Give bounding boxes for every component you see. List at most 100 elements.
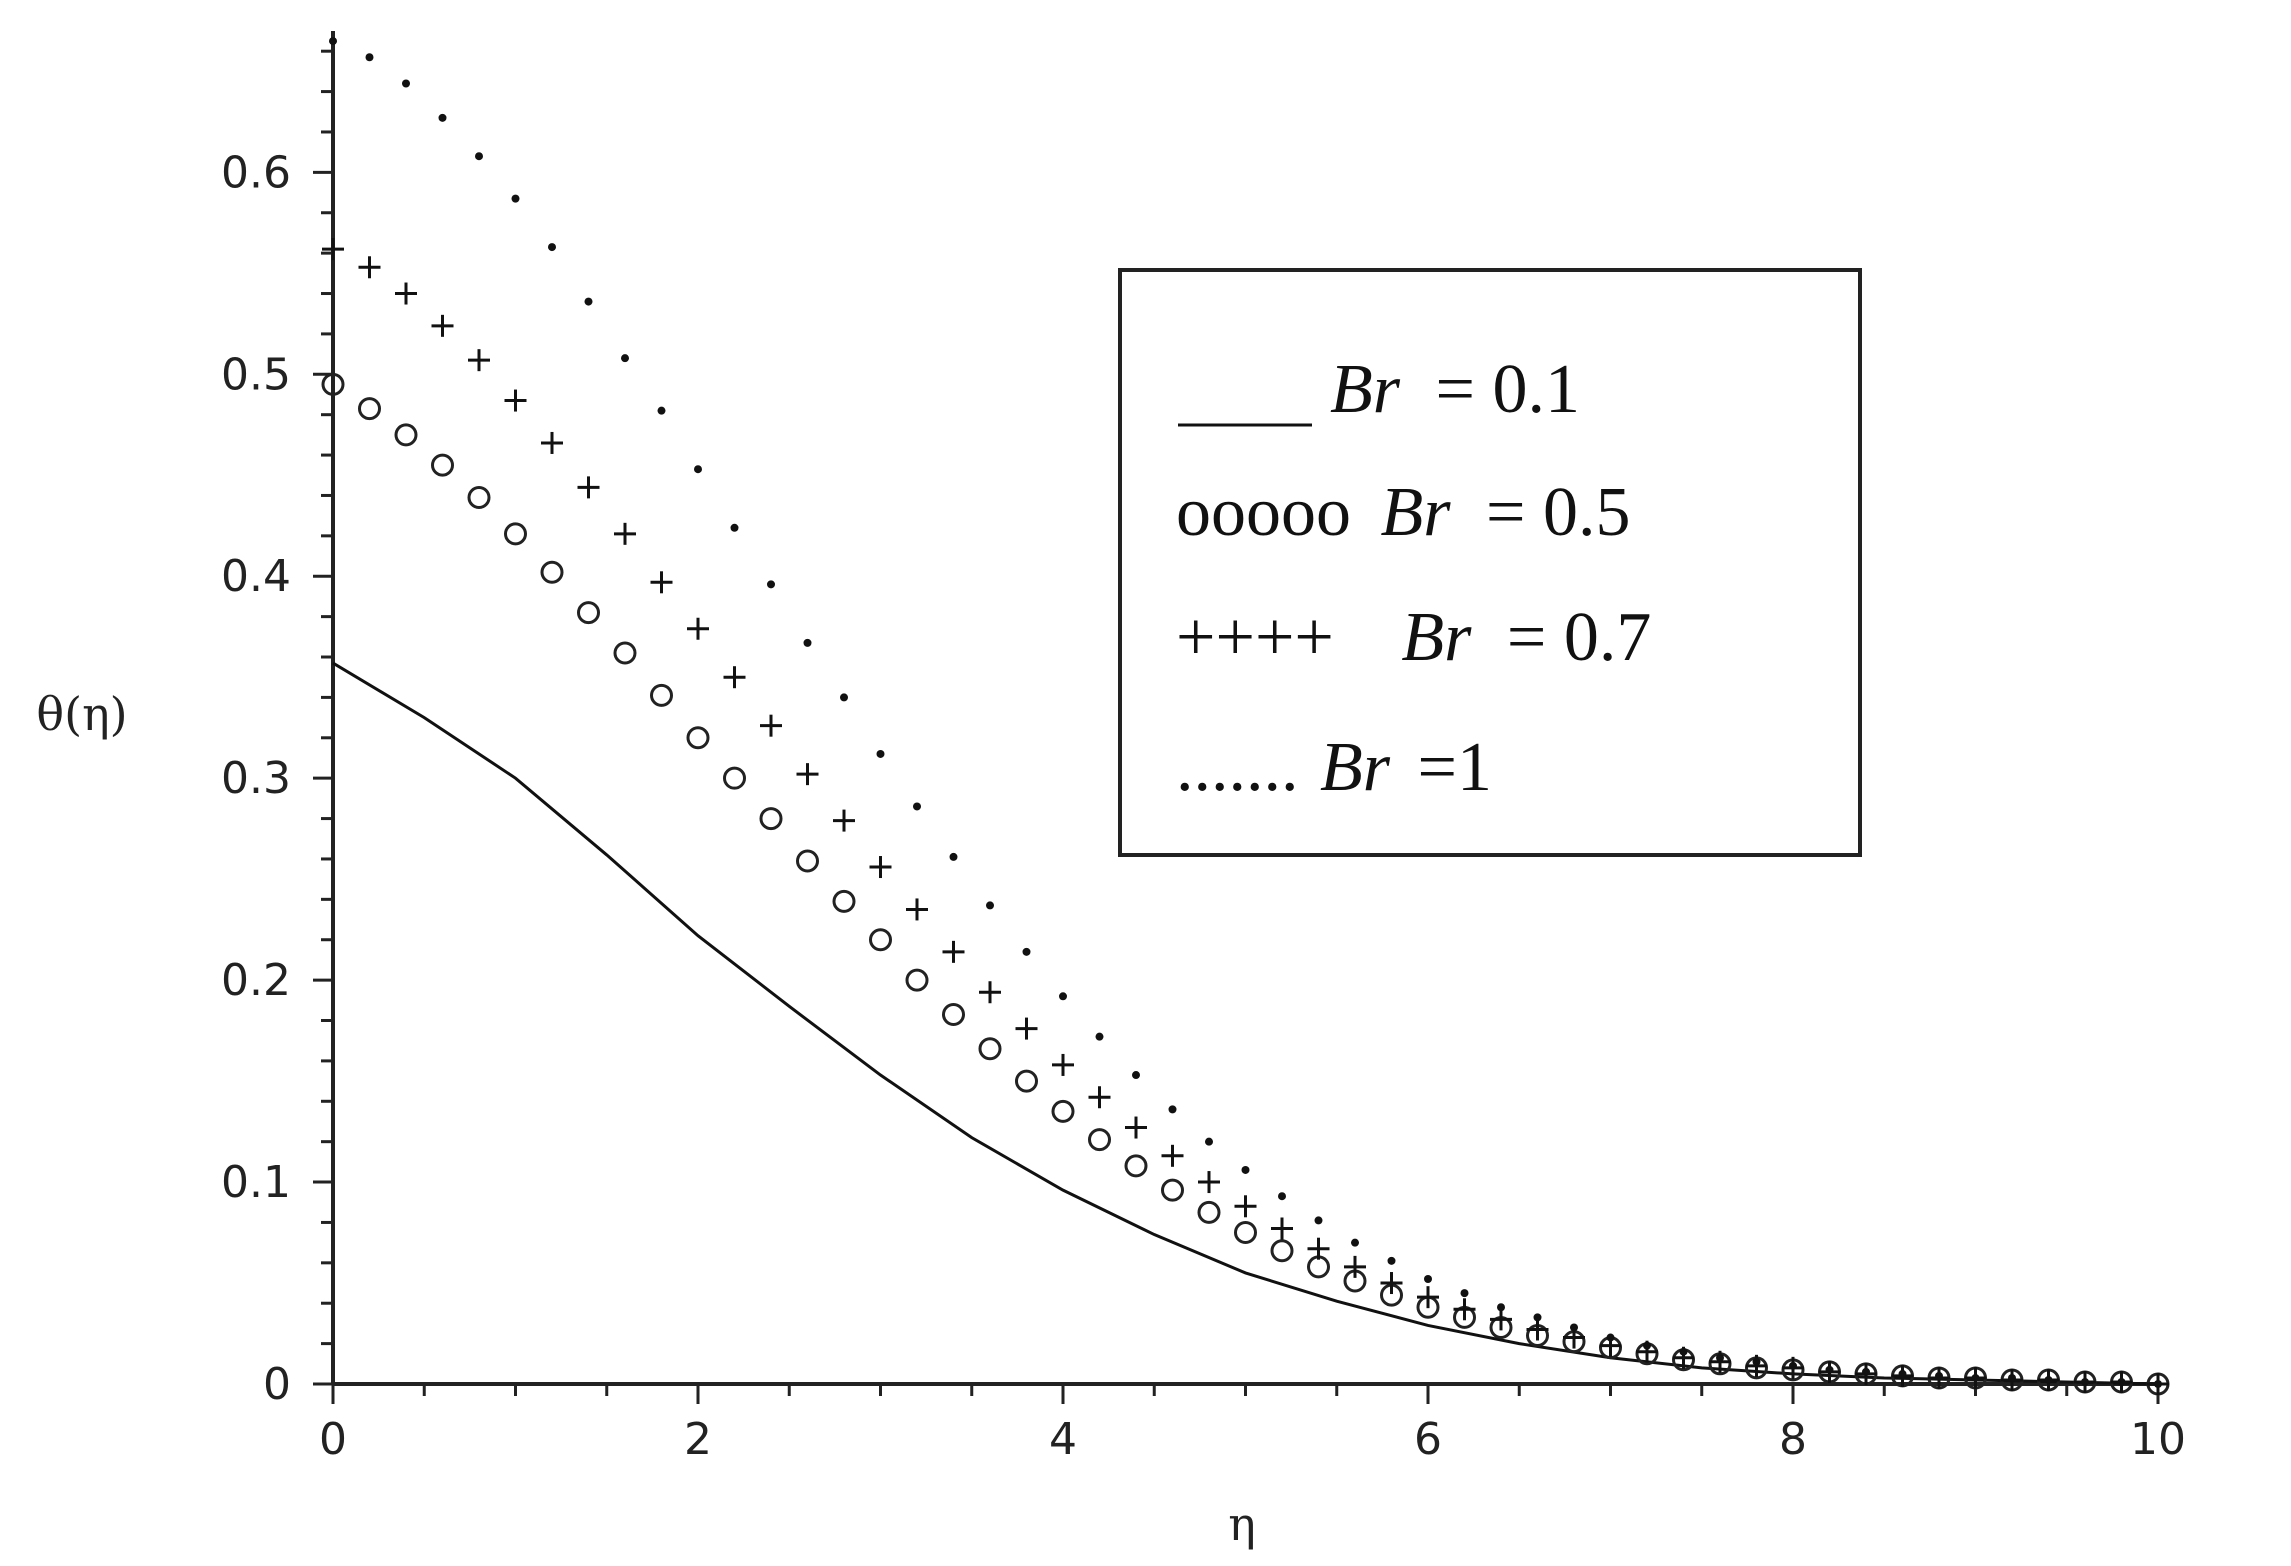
data-point: [431, 453, 454, 477]
data-point: [1015, 1017, 1038, 1040]
data-point: [1570, 1323, 1578, 1332]
data-point: [614, 522, 636, 545]
data-point: [621, 354, 629, 363]
data-point: [913, 802, 921, 811]
data-point: [1198, 1171, 1220, 1194]
y-tick-label-2: 0.2: [221, 955, 291, 1006]
data-point: [1460, 1289, 1469, 1298]
data-point: [650, 571, 673, 594]
data-point: [1497, 1303, 1505, 1312]
data-point: [1307, 1255, 1330, 1279]
data-point: [431, 314, 454, 337]
legend-entry-2: ++++ Br = 0.7: [1176, 599, 1651, 676]
data-point: [1424, 1274, 1432, 1283]
data-point: [1088, 1086, 1111, 1109]
data-point: [1862, 1367, 1870, 1376]
data-point: [1059, 992, 1067, 1001]
x-tick-label-2: 4: [1049, 1414, 1077, 1465]
data-point: [1161, 1178, 1184, 1202]
y-axis-label: θ(η): [36, 687, 127, 741]
data-point: [760, 714, 782, 737]
data-point: [1051, 1099, 1075, 1123]
legend-box: [1118, 268, 1862, 857]
x-axis-label: η: [1228, 1497, 1256, 1551]
legend-entry-0-value: = 0.1: [1436, 351, 1580, 428]
data-point: [723, 666, 746, 689]
data-point: [869, 856, 892, 879]
data-point: [2154, 1380, 2162, 1388]
data-point: [767, 580, 775, 589]
legend: Br = 0.1 ooooo Br = 0.5 ++++ Br = 0.7 ..…: [1118, 268, 1862, 857]
data-point: [687, 617, 709, 640]
legend-entry-1-value: = 0.5: [1486, 474, 1630, 551]
data-point: [1234, 1195, 1257, 1218]
data-point: [321, 372, 345, 396]
data-point: [723, 766, 746, 790]
data-point: [869, 928, 892, 952]
data-point: [1088, 1128, 1111, 1152]
legend-entry-3-var: Br: [1320, 729, 1391, 806]
data-point: [1716, 1353, 1724, 1362]
data-point: [942, 1002, 965, 1026]
data-point: [694, 465, 702, 474]
data-point: [1168, 1105, 1177, 1114]
data-point: [796, 763, 819, 786]
data-point: [577, 601, 600, 625]
x-tick-label-5: 10: [2130, 1414, 2186, 1465]
data-point: [1606, 1333, 1615, 1342]
y-tick-label-3: 0.3: [221, 753, 291, 804]
data-point: [1344, 1255, 1366, 1278]
series-line: [332, 661, 2159, 1386]
x-tick-label-4: 8: [1779, 1414, 1807, 1465]
data-point: [584, 297, 593, 306]
y-tick-label-6: 0.6: [221, 147, 291, 198]
data-point: [1453, 1298, 1476, 1321]
data-point: [1271, 1217, 1293, 1240]
data-point: [1234, 1221, 1257, 1245]
data-point: [1132, 1071, 1140, 1080]
legend-entry-1-symbol: ooooo: [1176, 474, 1351, 551]
data-point: [730, 523, 739, 532]
data-point: [1351, 1238, 1359, 1247]
data-point: [1095, 1032, 1104, 1041]
data-point: [2117, 1377, 2126, 1386]
x-tick-label-1: 2: [684, 1414, 712, 1465]
data-point: [949, 852, 958, 861]
data-point: [1417, 1286, 1439, 1309]
legend-entry-2-var: Br: [1401, 599, 1472, 676]
y-tick-label-1: 0.1: [221, 1157, 291, 1208]
data-point: [394, 423, 418, 447]
y-tick-label-4: 0.4: [221, 551, 291, 602]
y-tick-label-5: 0.5: [221, 349, 291, 400]
y-tick-label-0: 0: [263, 1359, 291, 1410]
data-point: [1490, 1308, 1512, 1331]
data-point: [1825, 1365, 1834, 1374]
data-point: [1526, 1318, 1549, 1341]
data-point: [759, 807, 783, 831]
data-point: [832, 889, 856, 913]
legend-entry-0: Br = 0.1: [1330, 351, 1580, 428]
data-point: [365, 53, 374, 62]
data-point: [650, 683, 673, 707]
data-point: [1278, 1192, 1286, 1201]
data-point: [796, 849, 819, 873]
legend-entry-2-symbol: ++++: [1176, 599, 1334, 676]
plot-area: [321, 37, 2170, 1396]
data-point: [1387, 1256, 1396, 1265]
data-point: [1205, 1137, 1213, 1146]
data-point: [1161, 1144, 1184, 1167]
data-point: [1679, 1347, 1688, 1356]
data-point: [1022, 947, 1031, 956]
data-point: [329, 37, 337, 46]
data-point: [475, 152, 483, 161]
data-point: [1314, 1216, 1323, 1225]
data-point: [438, 113, 447, 122]
data-point: [1307, 1237, 1330, 1260]
data-point: [2044, 1375, 2053, 1384]
data-point: [468, 349, 490, 372]
legend-entry-0-var: Br: [1330, 351, 1401, 428]
data-point: [504, 522, 527, 546]
data-point: [540, 560, 564, 584]
series-3: [329, 37, 2162, 1388]
